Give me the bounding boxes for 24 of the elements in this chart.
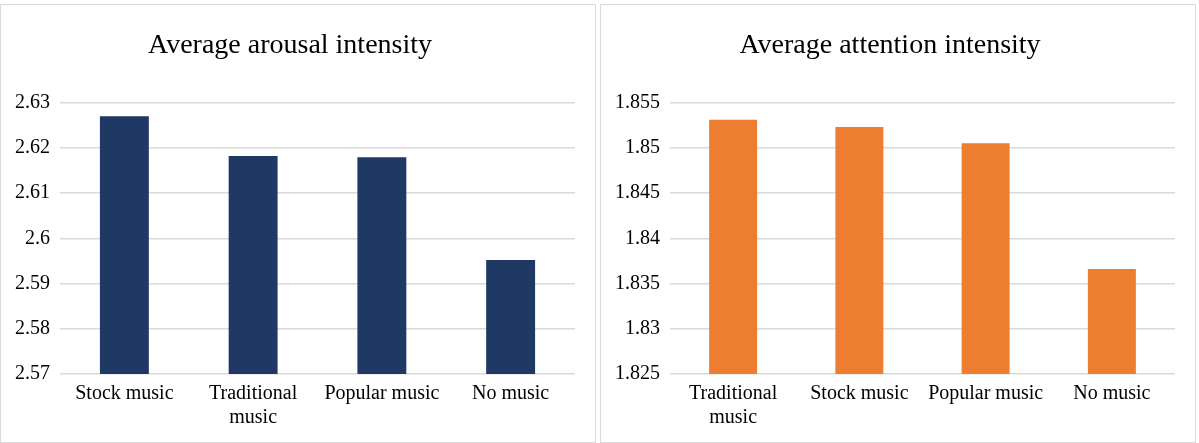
y-tick-label: 2.59 (15, 270, 50, 293)
y-tick-label: 1.83 (625, 316, 660, 339)
x-tick-label: Popular music (324, 381, 440, 405)
y-tick-label: 2.63 (15, 89, 50, 112)
x-tick-label: Stock music (810, 381, 909, 404)
y-tick-label: 2.57 (15, 361, 50, 384)
y-tick-label: 1.84 (625, 225, 660, 248)
chart-title: Average arousal intensity (147, 28, 433, 60)
y-tick-label: 1.85 (625, 135, 660, 158)
x-tick-label: Traditional music (689, 381, 778, 428)
y-tick-label: 2.6 (25, 225, 50, 248)
y-tick-label: 1.835 (615, 270, 660, 293)
y-tick-label: 1.855 (615, 89, 660, 112)
x-tick-label: Stock music (75, 381, 174, 404)
y-tick-label: 1.845 (615, 180, 660, 203)
x-tick-label: No music (472, 381, 550, 404)
x-tick-label: Traditional music (209, 381, 298, 428)
y-tick-label: 1.825 (615, 361, 660, 384)
y-tick-label: 2.61 (15, 180, 50, 203)
y-tick-label: 2.62 (15, 135, 50, 158)
x-tick-label: Popular music (928, 381, 1044, 405)
chart-title: Average attention intensity (739, 28, 1041, 60)
x-tick-label: No music (1073, 381, 1151, 404)
y-tick-label: 2.58 (15, 316, 50, 339)
